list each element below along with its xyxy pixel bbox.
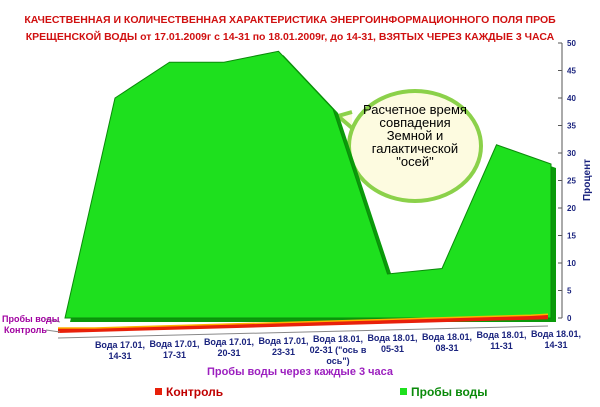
- legend-swatch: [155, 388, 162, 395]
- x-tick-label: Вода 18.01, 08-31: [421, 331, 473, 353]
- y-tick-label: 35: [567, 122, 576, 131]
- y-tick-label: 40: [567, 94, 576, 103]
- legend-label: Контроль: [166, 385, 224, 399]
- x-tick-label: Вода 18.01, 11-31: [476, 330, 527, 352]
- y-tick-label: 45: [567, 67, 576, 76]
- legend-label: Пробы воды: [411, 385, 488, 399]
- area: [64, 50, 552, 319]
- x-axis: [57, 325, 549, 339]
- chart-title: КАЧЕСТВЕННАЯ И КОЛИЧЕСТВЕННАЯ ХАРАКТЕРИС…: [24, 14, 556, 26]
- x-axis-title: Пробы воды через каждые 3 часа: [206, 366, 394, 378]
- area: [58, 313, 549, 329]
- depth-label: Пробы воды: [2, 314, 60, 324]
- y-tick-label: 5: [567, 287, 572, 296]
- x-tick-label: Вода 17.01, 17-31: [149, 338, 200, 360]
- legend-swatch: [400, 388, 407, 395]
- x-tick-label: Вода 17.01, 20-31: [203, 337, 255, 359]
- x-tick-label: Вода 18.01, 02-31 ("ось в ось"): [309, 334, 367, 367]
- x-tick-label: Вода 18.01, 05-31: [367, 333, 418, 354]
- depth-tick: [45, 318, 61, 323]
- y-tick-label: 0: [567, 314, 572, 323]
- annotation: Расчетное время совпадения Земной и гала…: [363, 102, 467, 169]
- y-tick-label: 50: [567, 39, 576, 48]
- y-tick-label: 10: [567, 259, 576, 268]
- depth-tick: [45, 329, 61, 333]
- y-axis-title: Процент: [582, 159, 593, 201]
- x-tick-label: Вода 18.01, 14-31: [530, 328, 582, 350]
- bubble: [347, 89, 483, 203]
- y-tick-label: 20: [567, 204, 576, 213]
- x-tick-label: Вода 17.01, 23-31: [258, 335, 309, 357]
- y-tick-label: 30: [567, 149, 576, 158]
- y-tick-label: 25: [567, 177, 576, 186]
- depth-label: Контроль: [4, 325, 47, 335]
- y-tick-label: 15: [567, 232, 576, 241]
- x-tick-label: Вода 17.01, 14-31: [94, 340, 146, 361]
- chart-subtitle: КРЕЩЕНСКОЙ ВОДЫ от 17.01.2009г с 14-31 п…: [25, 31, 555, 43]
